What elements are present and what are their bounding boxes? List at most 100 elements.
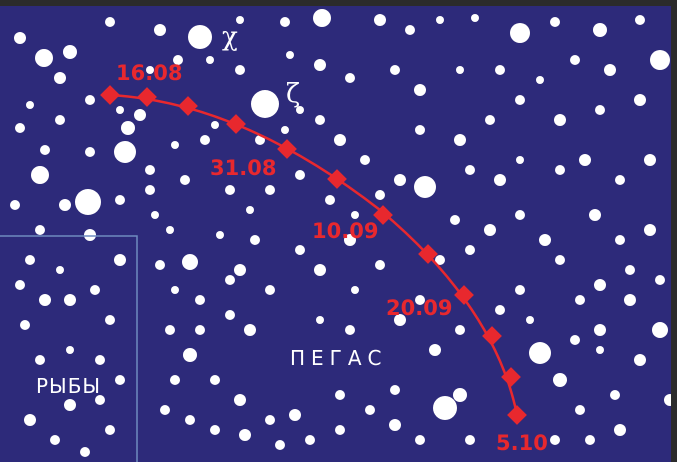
track-marker-6 (373, 205, 393, 225)
star-112 (39, 294, 51, 306)
track-marker-8 (454, 285, 474, 305)
star-139 (210, 375, 220, 385)
star-156 (390, 385, 400, 395)
track-marker-0 (100, 85, 120, 105)
star-100 (554, 114, 566, 126)
star-114 (64, 294, 76, 306)
star-16 (593, 23, 607, 37)
star-72 (589, 209, 601, 221)
star-120 (66, 346, 74, 354)
star-138 (170, 375, 180, 385)
star-87 (585, 435, 595, 445)
star-96 (415, 125, 425, 135)
star-35 (15, 123, 25, 133)
star-133 (165, 325, 175, 335)
star-122 (115, 375, 125, 385)
star-145 (265, 415, 275, 425)
star-88 (550, 435, 560, 445)
star-144 (239, 429, 251, 441)
star-38 (116, 106, 124, 114)
star-119 (35, 355, 45, 365)
star-68 (484, 224, 496, 236)
star-70 (539, 234, 551, 246)
star-172 (255, 135, 265, 145)
star-25 (390, 65, 400, 75)
star-54 (216, 231, 224, 239)
star-142 (185, 415, 195, 425)
track-marker-3 (226, 114, 246, 134)
star-135 (225, 310, 235, 320)
star-77 (594, 324, 606, 336)
star-106 (555, 165, 565, 175)
star-22 (495, 65, 505, 75)
star-124 (95, 395, 105, 405)
star-9 (280, 17, 290, 27)
star-161 (429, 344, 441, 356)
track-marker-2 (178, 96, 198, 116)
frame-right-edge (671, 0, 677, 462)
star-143 (210, 425, 220, 435)
star-126 (50, 435, 60, 445)
star-40 (121, 121, 135, 135)
star-80 (553, 373, 567, 387)
star-69 (515, 210, 525, 220)
star-34 (26, 101, 34, 109)
star-165 (225, 185, 235, 195)
star-41 (114, 141, 136, 163)
star-8 (236, 16, 244, 24)
track-marker-11 (507, 405, 527, 425)
star-98 (485, 115, 495, 125)
star-93 (334, 134, 346, 146)
star-113 (20, 320, 30, 330)
star-111 (15, 280, 25, 290)
star-97 (454, 134, 466, 146)
star-6 (105, 17, 115, 27)
star-125 (24, 414, 36, 426)
star-123 (64, 399, 76, 411)
star-81 (575, 405, 585, 415)
star-101 (595, 105, 605, 115)
star-170 (180, 175, 190, 185)
track-marker-7 (418, 244, 438, 264)
star-99 (515, 95, 525, 105)
star-2 (313, 9, 331, 27)
star-134 (195, 325, 205, 335)
star-4 (35, 49, 53, 67)
star-171 (211, 121, 219, 129)
star-10 (374, 14, 386, 26)
star-52 (166, 226, 174, 234)
star-78 (570, 335, 580, 345)
star-55 (250, 235, 260, 245)
star-60 (344, 234, 356, 246)
star-105 (516, 156, 524, 164)
star-104 (494, 174, 506, 186)
constellation-label-pisces: РЫБЫ (36, 374, 101, 398)
star-103 (465, 165, 475, 175)
star-131 (195, 295, 205, 305)
star-117 (114, 254, 126, 266)
track-marker-4 (277, 139, 297, 159)
star-67 (450, 215, 460, 225)
star-20 (570, 55, 580, 65)
track-marker-9 (482, 326, 502, 346)
star-164 (246, 206, 254, 214)
date-label-5-10: 5.10 (496, 431, 548, 455)
star-84 (652, 322, 668, 338)
star-107 (579, 154, 591, 166)
star-158 (316, 316, 324, 324)
star-110 (25, 255, 35, 265)
star-115 (90, 285, 100, 295)
star-11 (405, 25, 415, 35)
star-23 (456, 66, 464, 74)
star-154 (453, 388, 467, 402)
track-marker-10 (501, 367, 521, 387)
frame-top-edge (0, 0, 677, 6)
star-43 (85, 147, 95, 157)
star-53 (182, 254, 198, 270)
star-58 (295, 245, 305, 255)
star-32 (146, 66, 154, 74)
star-label-chi: χ (222, 22, 238, 52)
star-49 (84, 229, 96, 241)
